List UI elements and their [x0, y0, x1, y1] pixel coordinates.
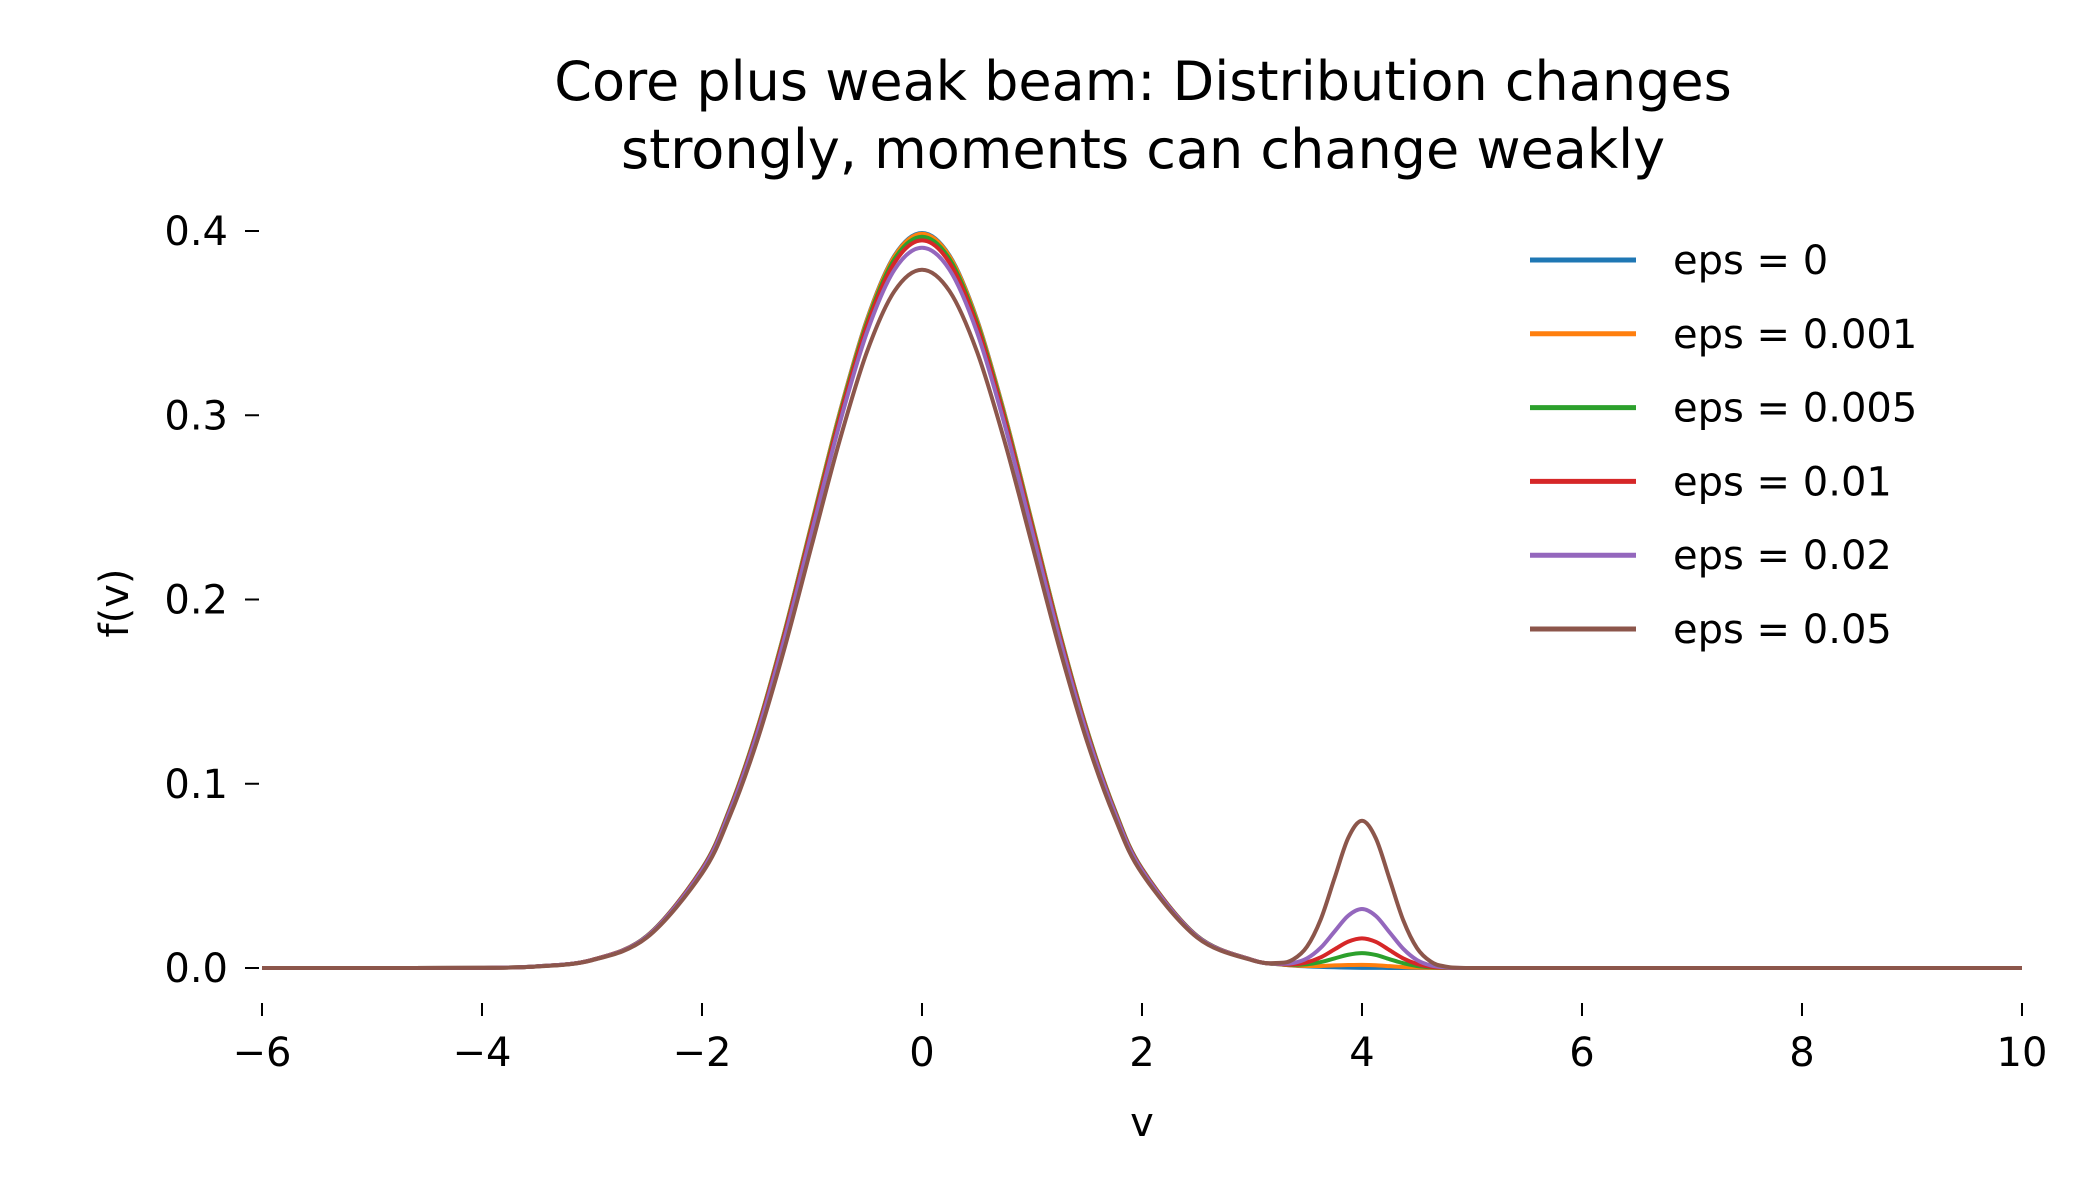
x-tick-label: −2	[673, 1030, 732, 1076]
legend-label: eps = 0.005	[1673, 386, 1917, 432]
x-tick-label: 0	[909, 1030, 934, 1076]
x-tick-label: 8	[1789, 1030, 1814, 1076]
chart-title-line-2: strongly, moments can change weakly	[621, 118, 1665, 181]
y-tick-label: 0.2	[164, 578, 228, 624]
legend-label: eps = 0	[1673, 238, 1828, 284]
plot-lines	[261, 231, 2022, 971]
legend: eps = 0 eps = 0.001 eps = 0.005 eps = 0.01 e…	[1530, 238, 1917, 653]
legend-item: eps = 0.01	[1530, 459, 1892, 505]
x-tick-label: 4	[1349, 1030, 1374, 1076]
legend-item: eps = 0.001	[1530, 312, 1917, 358]
y-tick-label: 0.1	[164, 762, 228, 808]
y-tick-label: 0.3	[164, 393, 228, 439]
x-axis: −6 −4 −2 0 2 4 6 8 10	[233, 1003, 2048, 1076]
y-axis: 0.0 0.1 0.2 0.3 0.4	[164, 209, 259, 992]
x-tick-label: 10	[1997, 1030, 2048, 1076]
y-axis-label: f(v)	[92, 569, 138, 638]
chart-title-line-1: Core plus weak beam: Distribution change…	[554, 50, 1731, 113]
legend-label: eps = 0.001	[1673, 312, 1917, 358]
x-axis-label: v	[1130, 1100, 1154, 1146]
x-tick-label: −4	[453, 1030, 512, 1076]
x-tick-label: −6	[233, 1030, 292, 1076]
legend-item: eps = 0.05	[1530, 607, 1892, 653]
y-tick-label: 0.4	[164, 209, 228, 255]
legend-label: eps = 0.05	[1673, 607, 1892, 653]
x-tick-label: 2	[1129, 1030, 1154, 1076]
x-tick-label: 6	[1569, 1030, 1594, 1076]
y-tick-label: 0.0	[164, 946, 228, 992]
legend-item: eps = 0	[1530, 238, 1828, 284]
legend-item: eps = 0.005	[1530, 386, 1917, 432]
legend-item: eps = 0.02	[1530, 533, 1892, 579]
legend-label: eps = 0.01	[1673, 459, 1892, 505]
legend-label: eps = 0.02	[1673, 533, 1892, 579]
series-line-5	[261, 267, 2022, 971]
